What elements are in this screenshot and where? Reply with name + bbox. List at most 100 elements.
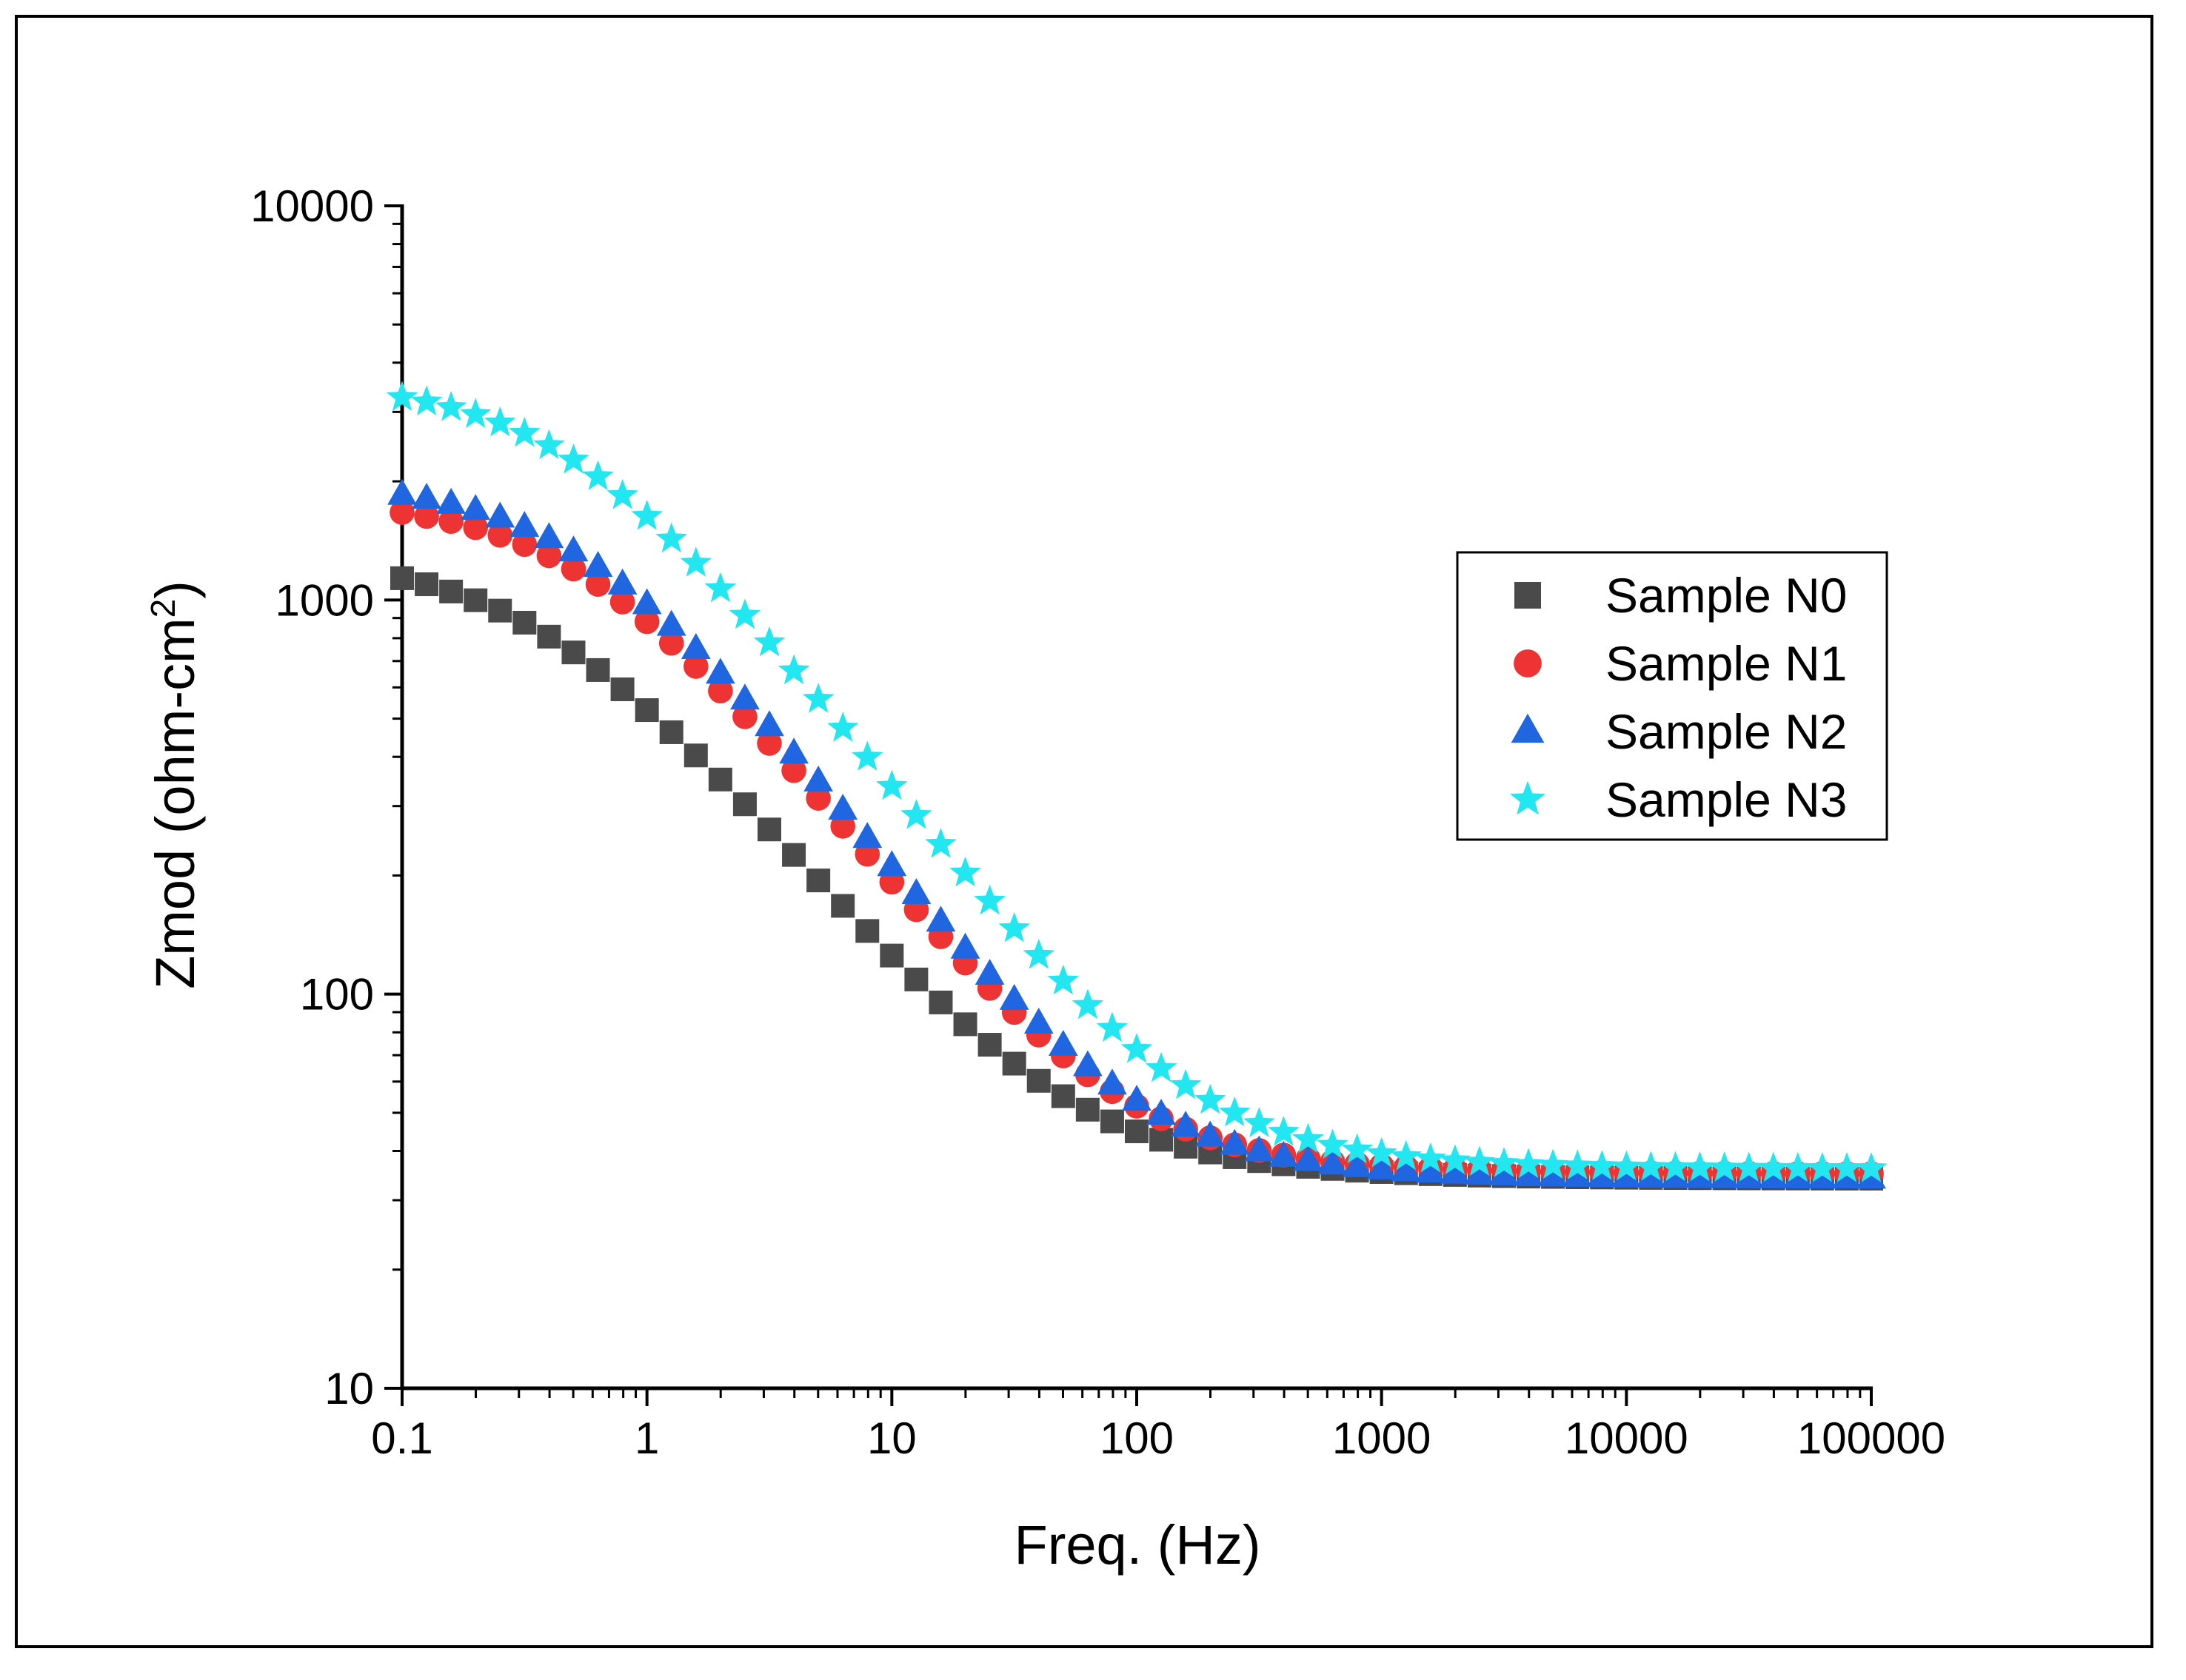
data-point <box>1415 1157 1445 1183</box>
data-point <box>656 609 686 636</box>
data-point <box>585 572 611 598</box>
data-point <box>655 522 687 553</box>
data-point <box>779 737 809 764</box>
y-axis-title: Zmod (ohm-cm2) <box>144 580 206 989</box>
data-point <box>487 523 513 548</box>
x-tick-label: 1 <box>635 1413 659 1463</box>
data-point <box>1855 1152 1888 1182</box>
data-point <box>1293 1145 1323 1171</box>
x-axis-title: Freq. (Hz) <box>1015 1514 1261 1576</box>
x-tick-label: 10 <box>867 1413 917 1463</box>
data-point <box>1561 1149 1594 1179</box>
data-point <box>512 532 538 558</box>
data-point <box>705 657 735 684</box>
data-point <box>803 765 834 792</box>
data-point <box>1146 1099 1176 1125</box>
data-point <box>758 817 781 842</box>
data-point <box>1026 1068 1051 1093</box>
data-point <box>488 598 512 623</box>
data-point <box>730 683 760 710</box>
data-point <box>683 743 708 768</box>
data-point <box>1097 1068 1127 1095</box>
legend-label: Sample N1 <box>1605 636 1848 691</box>
data-point <box>659 720 683 744</box>
legend-item: Sample N1 <box>1514 636 1848 691</box>
data-point <box>1366 1137 1397 1168</box>
data-point <box>998 911 1030 943</box>
data-point <box>1440 1157 1470 1184</box>
data-point <box>1072 988 1104 1020</box>
data-point <box>1514 1159 1543 1186</box>
data-point <box>534 522 564 549</box>
legend-label: Sample N2 <box>1605 704 1848 759</box>
data-point <box>1587 1161 1617 1188</box>
data-point <box>999 983 1029 1010</box>
data-point <box>1782 1151 1814 1182</box>
data-point <box>512 611 537 635</box>
data-point <box>753 626 786 657</box>
data-point <box>1120 1033 1153 1063</box>
y-tick-label: 100 <box>300 970 374 1020</box>
data-point <box>974 884 1006 915</box>
legend-marker-circle <box>1514 649 1542 677</box>
data-point <box>631 500 663 530</box>
data-point <box>461 494 491 521</box>
data-point <box>533 429 565 459</box>
data-point <box>926 906 956 932</box>
data-point <box>806 786 831 811</box>
data-point <box>1685 1162 1715 1188</box>
data-point <box>632 588 662 615</box>
data-point <box>1072 1050 1103 1077</box>
y-tick-label: 1000 <box>275 575 374 625</box>
data-point <box>435 391 467 421</box>
data-point <box>755 710 784 737</box>
data-point <box>975 959 1005 985</box>
data-point <box>509 511 540 538</box>
data-point <box>830 814 855 839</box>
data-point <box>509 416 541 447</box>
data-point <box>977 1033 1002 1057</box>
data-point <box>658 630 684 656</box>
data-point <box>880 943 904 968</box>
data-point <box>607 568 638 595</box>
data-point <box>485 501 515 528</box>
data-point <box>1439 1144 1471 1174</box>
data-point <box>877 850 907 877</box>
data-point <box>1125 1120 1149 1144</box>
data-point <box>1145 1051 1177 1082</box>
data-point <box>782 843 806 867</box>
data-point <box>683 654 709 679</box>
data-point <box>1122 1085 1152 1111</box>
data-point <box>1757 1151 1789 1182</box>
data-point <box>1269 1140 1299 1167</box>
data-point <box>1734 1162 1764 1188</box>
legend: Sample N0 Sample N1 Sample N2 Sample N3 <box>1456 551 1888 841</box>
data-point <box>704 572 737 603</box>
x-tick-label: 100000 <box>1797 1413 1945 1463</box>
data-point <box>901 878 932 905</box>
data-point <box>1149 1128 1174 1152</box>
legend-marker-triangle <box>1511 713 1545 743</box>
data-point <box>1465 1158 1494 1185</box>
data-point <box>876 769 908 800</box>
data-point <box>1708 1151 1740 1182</box>
data-point <box>831 894 855 918</box>
series-sample-n2 <box>387 478 1886 1189</box>
data-point <box>802 683 835 713</box>
data-point <box>781 757 806 783</box>
data-point <box>1806 1151 1839 1182</box>
data-point <box>414 503 439 529</box>
data-point <box>1635 1151 1667 1181</box>
data-point <box>732 792 757 817</box>
data-point <box>806 869 831 893</box>
data-point <box>1342 1151 1372 1177</box>
data-point <box>606 478 638 509</box>
data-point <box>1317 1128 1348 1159</box>
data-point <box>1512 1148 1545 1178</box>
data-point <box>852 822 883 849</box>
data-point <box>1562 1160 1593 1187</box>
data-point <box>1002 1051 1026 1076</box>
data-point <box>1341 1133 1373 1164</box>
data-point <box>464 588 488 612</box>
